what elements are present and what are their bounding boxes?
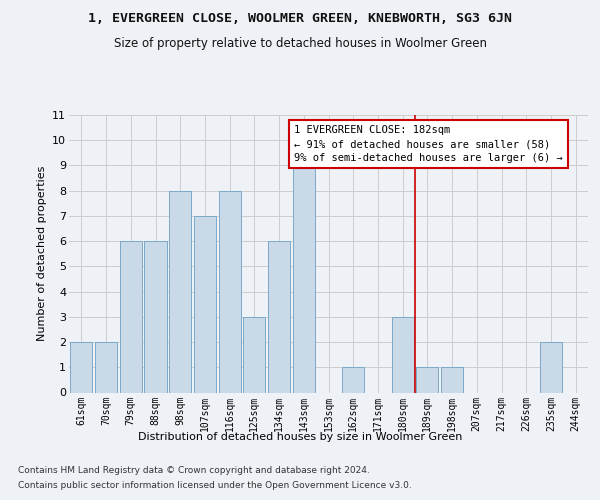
Bar: [342, 368, 364, 392]
Bar: [540, 342, 562, 392]
Bar: [194, 216, 216, 392]
Bar: [293, 166, 315, 392]
Text: Distribution of detached houses by size in Woolmer Green: Distribution of detached houses by size …: [138, 432, 462, 442]
Bar: [119, 241, 142, 392]
Bar: [95, 342, 117, 392]
Text: 1 EVERGREEN CLOSE: 182sqm
← 91% of detached houses are smaller (58)
9% of semi-d: 1 EVERGREEN CLOSE: 182sqm ← 91% of detac…: [294, 125, 563, 163]
Bar: [268, 241, 290, 392]
Bar: [70, 342, 92, 392]
Bar: [392, 317, 414, 392]
Bar: [441, 368, 463, 392]
Bar: [416, 368, 439, 392]
Text: 1, EVERGREEN CLOSE, WOOLMER GREEN, KNEBWORTH, SG3 6JN: 1, EVERGREEN CLOSE, WOOLMER GREEN, KNEBW…: [88, 12, 512, 26]
Bar: [145, 241, 167, 392]
Y-axis label: Number of detached properties: Number of detached properties: [37, 166, 47, 342]
Bar: [218, 190, 241, 392]
Text: Contains public sector information licensed under the Open Government Licence v3: Contains public sector information licen…: [18, 481, 412, 490]
Text: Contains HM Land Registry data © Crown copyright and database right 2024.: Contains HM Land Registry data © Crown c…: [18, 466, 370, 475]
Bar: [169, 190, 191, 392]
Bar: [243, 317, 265, 392]
Text: Size of property relative to detached houses in Woolmer Green: Size of property relative to detached ho…: [113, 38, 487, 51]
